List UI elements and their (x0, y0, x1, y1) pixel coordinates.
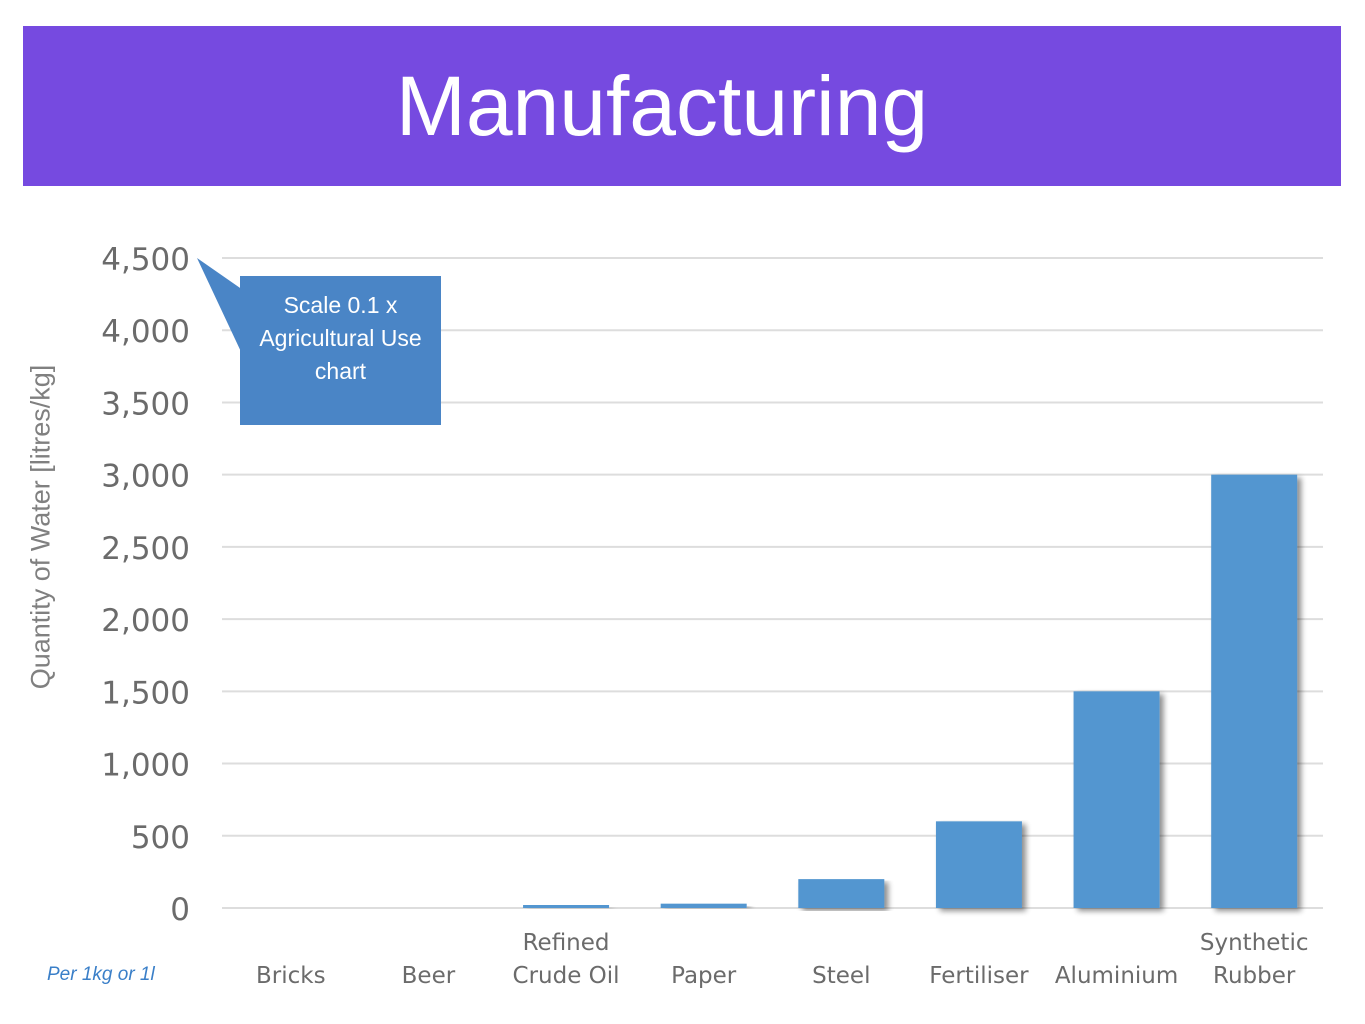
y-tick-label: 4,500 (101, 242, 190, 278)
x-tick-label: Refined (523, 930, 610, 956)
x-tick-label: Synthetic (1200, 930, 1309, 956)
y-tick-label: 2,500 (101, 531, 190, 567)
x-tick-label: Aluminium (1055, 963, 1178, 989)
scale-callout: Scale 0.1 x Agricultural Use chart (240, 276, 441, 425)
bar (523, 905, 610, 908)
callout-line: Scale 0.1 x (283, 292, 398, 318)
bar (1073, 691, 1160, 908)
y-tick-label: 2,000 (101, 603, 190, 639)
bar (1211, 474, 1298, 908)
unit-note: Per 1kg or 1l (47, 964, 155, 985)
y-tick-label: 3,000 (101, 459, 190, 495)
x-tick-label: Crude Oil (513, 963, 620, 989)
callout-pointer (197, 258, 243, 356)
y-tick-label: 0 (170, 892, 190, 928)
y-axis-label: Quantity of Water [litres/kg] (25, 364, 56, 690)
y-tick-label: 3,500 (101, 386, 190, 422)
callout-line: chart (314, 358, 367, 384)
bar (935, 821, 1022, 908)
page-title: Manufacturing (395, 58, 929, 153)
bar (660, 903, 747, 908)
y-tick-label: 1,500 (101, 675, 190, 711)
x-tick-label: Bricks (256, 963, 326, 989)
x-tick-label: Rubber (1213, 963, 1296, 989)
x-tick-label: Paper (671, 963, 737, 989)
bar (798, 879, 885, 908)
y-tick-label: 1,000 (101, 748, 190, 784)
x-tick-label: Fertiliser (929, 963, 1029, 989)
x-tick-label: Beer (402, 963, 456, 989)
x-tick-label: Steel (812, 963, 870, 989)
title-banner: Manufacturing (23, 26, 1341, 186)
y-tick-label: 500 (131, 820, 190, 856)
y-tick-label: 4,000 (101, 314, 190, 350)
callout-line: Agricultural Use (259, 325, 422, 351)
